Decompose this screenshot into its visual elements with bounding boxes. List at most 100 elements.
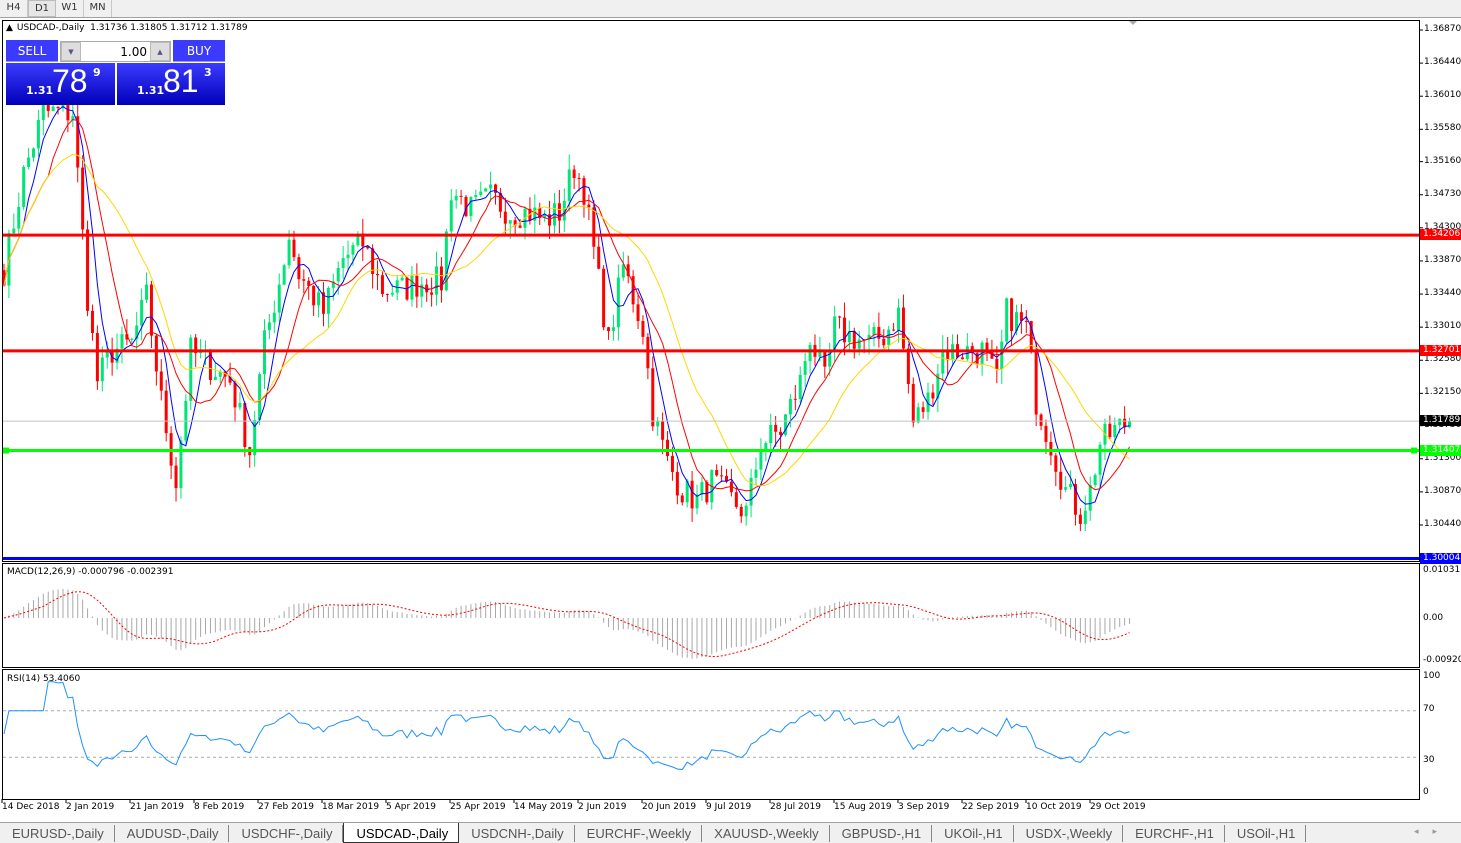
price-axis-label: 1.30870 [1424,485,1461,496]
price-chart[interactable] [0,0,1461,822]
bull-candle [336,267,340,282]
bull-candle [454,195,458,201]
bull-candle [828,350,832,367]
bull-candle [508,220,512,224]
tab-usdchf-daily[interactable]: USDCHF-,Daily [229,825,344,842]
bull-candle [12,228,16,234]
timeframe-h4[interactable]: H4 [0,0,28,17]
bull-candle [356,233,360,246]
lot-size-input[interactable] [81,42,150,61]
bear-candle [297,257,301,280]
date-axis-label: 5 Apr 2019 [386,802,436,812]
tab-eurusd-daily[interactable]: EURUSD-,Daily [0,825,115,842]
timeframe-mn[interactable]: MN [84,0,112,17]
bear-candle [557,203,561,221]
bull-candle [145,284,149,300]
lot-increase-button[interactable]: ▲ [150,42,170,61]
buy-price-pip: 3 [204,66,212,79]
bull-candle [857,339,861,349]
bear-candle [498,192,502,212]
bear-candle [376,273,380,276]
bull-candle [552,203,556,226]
level-handle [3,447,9,454]
bear-candle [548,214,552,226]
bull-candle [1014,312,1018,331]
bear-candle [587,204,591,208]
bull-candle [474,195,478,198]
tab-ukoil-h1[interactable]: UKOil-,H1 [932,825,1014,842]
bull-candle [847,331,851,343]
bull-candle [656,420,660,427]
bear-candle [670,456,674,472]
bear-candle [503,211,507,224]
timeframe-w1[interactable]: W1 [56,0,84,17]
tab-usdx-weekly[interactable]: USDX-,Weekly [1014,825,1124,842]
bull-candle [872,327,876,335]
bull-candle [1118,418,1122,425]
bull-candle [936,373,940,399]
tab-gbpusd-h1[interactable]: GBPUSD-,H1 [830,825,933,842]
tab-usoil-h1[interactable]: USOil-,H1 [1225,825,1307,842]
rsi-axis-70: 70 [1423,704,1435,714]
bear-candle [2,270,6,286]
timeframe-d1[interactable]: D1 [28,0,56,17]
collapse-triangle-icon[interactable]: ▲ [6,23,13,33]
bull-candle [277,284,281,313]
bull-candle [833,316,837,351]
date-axis-label: 2 Jun 2019 [578,802,627,812]
macd-signal-line [3,591,1130,658]
rsi-axis-0: 0 [1423,787,1429,797]
bear-candle [1044,425,1048,442]
bear-candle [243,403,247,448]
macd-label: MACD(12,26,9) -0.000796 -0.002391 [7,567,174,577]
bear-candle [66,102,70,121]
bear-candle [651,368,655,427]
tab-eurchf-weekly[interactable]: EURCHF-,Weekly [575,825,703,842]
bull-candle [218,371,222,377]
bull-candle [867,334,871,340]
buy-price-prefix: 1.31 [137,84,165,97]
price-axis-label: 1.32150 [1424,387,1461,398]
bull-candle [287,239,291,266]
bull-candle [341,258,345,268]
date-axis-label: 10 Oct 2019 [1026,802,1082,812]
date-axis-label: 29 Oct 2019 [1090,802,1146,812]
bear-candle [1108,423,1112,438]
price-axis-label: 1.36870 [1424,24,1461,34]
bull-candle [130,338,134,340]
bull-candle [926,392,930,412]
bull-candle [567,169,571,201]
buy-button[interactable]: BUY [173,40,225,62]
bear-candle [705,482,709,503]
bear-candle [430,292,434,295]
bull-candle [31,148,35,158]
bear-candle [1078,514,1082,524]
bear-candle [464,196,468,217]
rsi-label: RSI(14) 53.4060 [7,674,81,684]
tab-scroll-arrows-icon[interactable]: ◂▸ [1413,827,1451,837]
bull-candle [22,166,26,207]
bull-candle [965,346,969,360]
bear-candle [90,310,94,334]
tab-usdcnh-daily[interactable]: USDCNH-,Daily [459,825,575,842]
bull-candle [479,191,483,196]
bear-candle [518,225,522,228]
tab-eurchf-h1[interactable]: EURCHF-,H1 [1123,825,1225,842]
bear-candle [292,239,296,258]
bull-candle [754,469,758,478]
tab-xauusd-weekly[interactable]: XAUUSD-,Weekly [702,825,830,842]
sell-price[interactable]: 1.31 78 9 [6,63,115,105]
bear-candle [597,246,601,269]
bear-candle [1059,471,1063,490]
bull-candle [1083,510,1087,524]
bear-candle [901,307,905,349]
bear-candle [626,264,630,277]
bull-candle [346,254,350,259]
lot-decrease-button[interactable]: ▼ [61,42,81,61]
bear-candle [661,420,665,440]
tab-audusd-daily[interactable]: AUDUSD-,Daily [115,825,230,842]
buy-price[interactable]: 1.31 81 3 [117,63,225,105]
sell-button[interactable]: SELL [6,40,58,62]
tab-usdcad-daily[interactable]: USDCAD-,Daily [343,823,460,843]
date-axis-label: 27 Feb 2019 [258,802,315,812]
